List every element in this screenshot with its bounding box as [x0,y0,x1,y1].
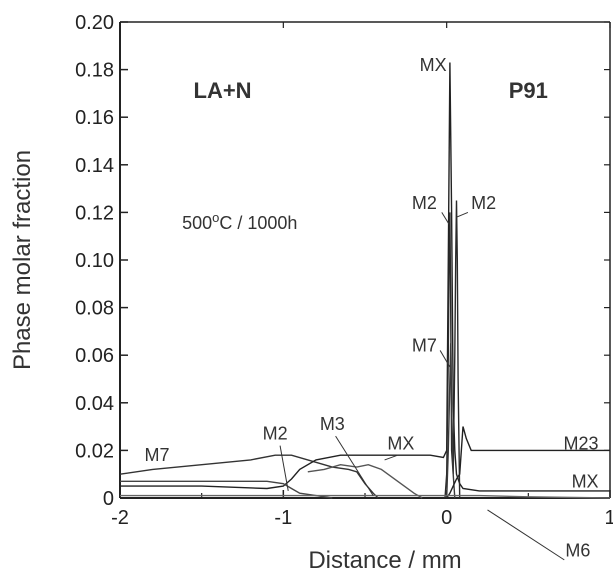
annotation-label-m2: M2 [263,424,288,444]
x-tick-label: -2 [111,507,129,529]
x-tick-label: 1 [604,507,613,529]
series-line-m3 [307,463,423,499]
series-line-m6 [120,494,611,499]
series-line-m7 [119,454,379,499]
y-axis-title: Phase molar fraction [9,150,36,370]
y-tick-label: 0 [103,488,114,510]
annotation-label-m7: M7 [145,445,170,465]
annotation-leader-line [384,454,398,461]
y-tick-label: 0.08 [75,298,114,320]
x-tick-label: 0 [441,507,452,529]
series-line-mx [120,62,610,492]
y-tick-label: 0.06 [75,345,114,367]
annotation-label-m2: M2 [471,193,496,213]
y-tick-label: 0.02 [75,440,114,462]
annotations-layer: MX M2 M2 M7 M7 M2 M3 MX M23 MX M6 [145,55,599,561]
series-layer [119,62,611,499]
series-line-m23 [446,426,610,499]
annotation-label-mx: MX [387,433,414,453]
y-tick-label: 0.20 [75,12,114,34]
x-tick-label: -1 [274,507,292,529]
annotation-label-mx: MX [572,471,599,491]
condition-prefix: 500 [182,213,212,233]
annotation-leader-line [279,445,289,491]
annotation-leader-line [335,435,374,496]
y-tick-label: 0.16 [75,107,114,129]
annotation-leader-line [456,211,469,218]
y-tick-label: 0.18 [75,60,114,82]
annotation-label-m6: M6 [565,540,590,560]
y-tick-label: 0.04 [75,393,114,415]
y-tick-label: 0.14 [75,155,114,177]
x-axis-title: Distance / mm [308,547,461,574]
annotation-leader-line [439,350,451,368]
region-label-right: P91 [509,78,548,103]
annotation-leader-line [487,509,565,561]
condition-label: 500oC / 1000h [182,210,297,234]
y-tick-label: 0.10 [75,250,114,272]
annotation-leader-line [441,212,450,225]
axes-layer: 0 0.02 0.04 0.06 0.08 0.10 0.12 0.14 0.16 0.18 0.2… [75,12,613,529]
series-line-m7 [446,343,456,499]
annotation-label-m2: M2 [412,193,437,213]
annotation-label-m23: M23 [564,433,599,453]
annotation-label-m3: M3 [320,414,345,434]
condition-degree: o [212,210,219,225]
region-label-left: LA+N [194,78,252,103]
condition-suffix: C / 1000h [219,213,297,233]
annotation-label-m7: M7 [412,336,437,356]
y-tick-label: 0.12 [75,202,114,224]
annotation-label-mx: MX [420,55,447,75]
